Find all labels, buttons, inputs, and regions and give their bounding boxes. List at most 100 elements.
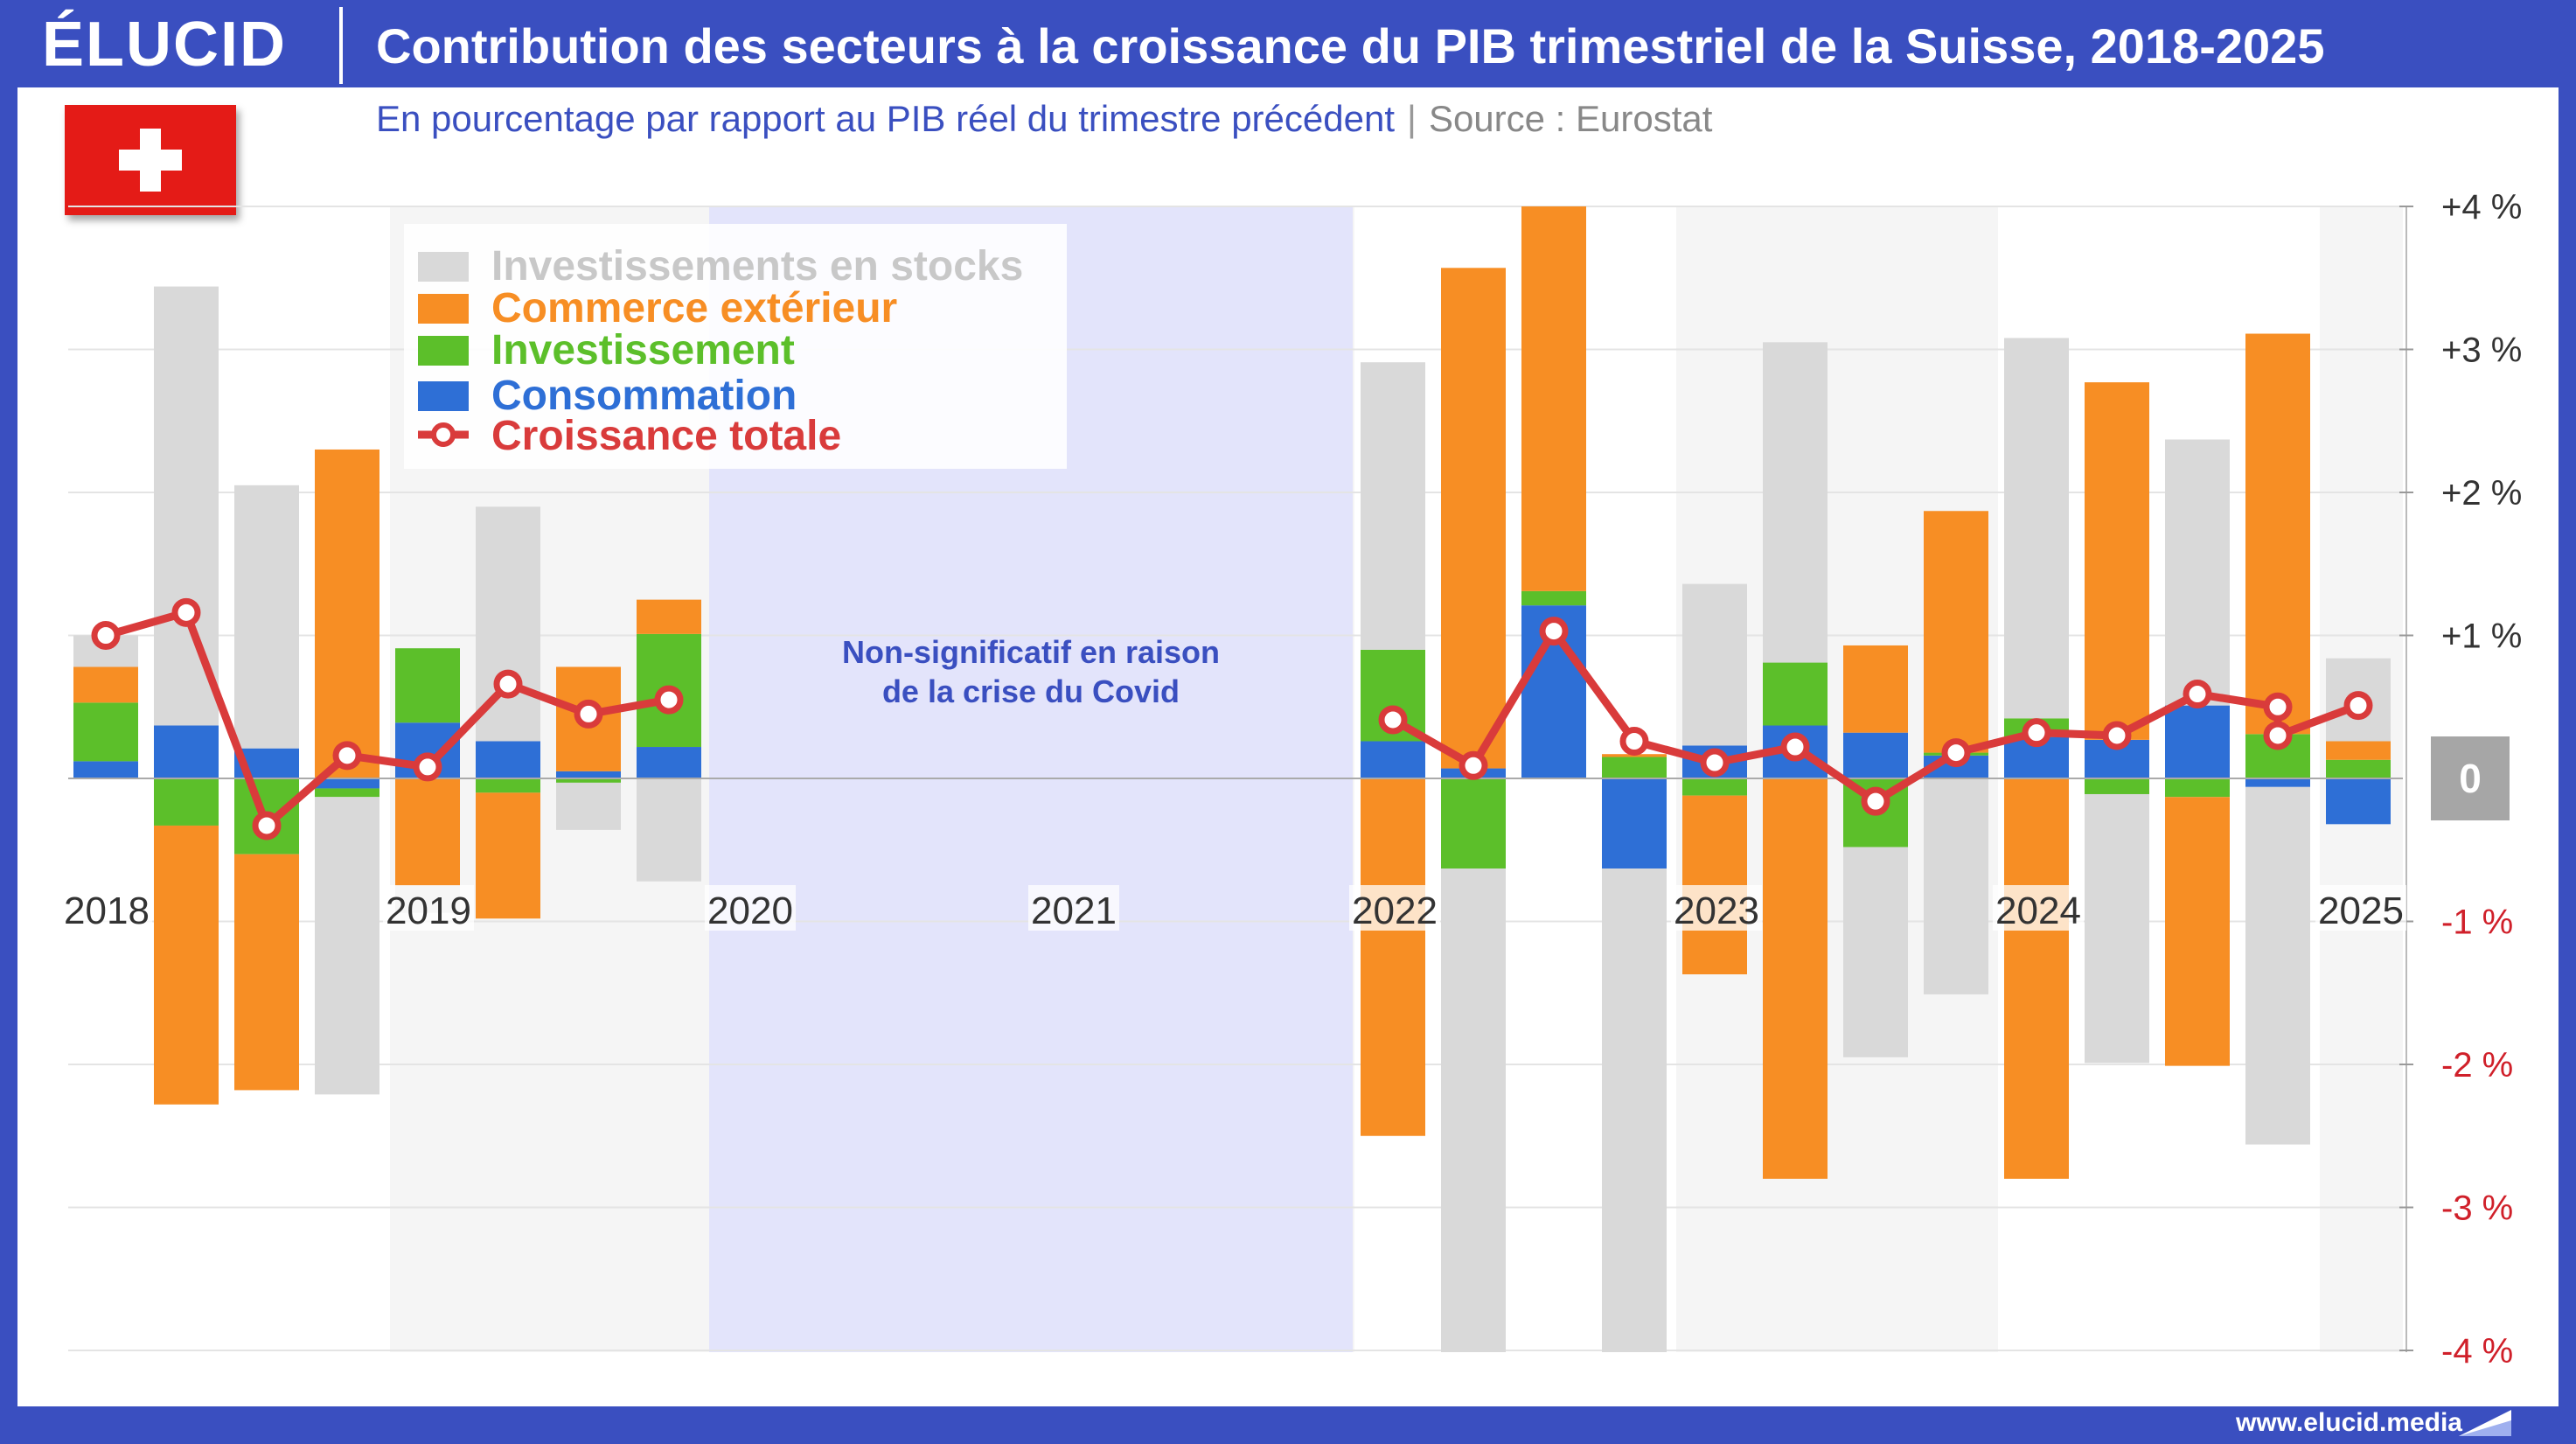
bar-segment: [476, 778, 540, 793]
bar-segment: [1441, 868, 1506, 1352]
bar-segment: [315, 778, 379, 789]
total-growth-point: [1941, 738, 1971, 768]
year-label-bg: [383, 885, 474, 931]
y-tick-label: +1 %: [2441, 617, 2522, 656]
year-label: 2021: [1031, 889, 1117, 932]
total-growth-point: [2183, 680, 2212, 709]
total-growth-point: [413, 752, 442, 782]
bar-segment: [1361, 362, 1425, 650]
bar-segment: [2085, 382, 2149, 740]
legend-swatch: [418, 294, 469, 324]
y-tick-label: +4 %: [2441, 188, 2522, 227]
bar-segment: [2326, 759, 2391, 778]
bar-segment: [2326, 741, 2391, 760]
bar-segment: [556, 778, 621, 783]
y-tick-label: +3 %: [2441, 331, 2522, 370]
total-growth-point: [1539, 617, 1569, 646]
bar-segment: [315, 449, 379, 778]
total-growth-point: [2263, 721, 2293, 750]
flag-cross-v: [140, 129, 161, 192]
total-growth-point: [1619, 726, 1649, 756]
legend-swatch: [418, 336, 469, 366]
chart-title: Contribution des secteurs à la croissanc…: [376, 18, 2325, 73]
bar-segment: [1924, 511, 1988, 753]
bar-segment: [1843, 645, 1908, 733]
bar-segment: [476, 741, 540, 778]
bar-segment: [395, 778, 460, 886]
total-growth-point: [1378, 705, 1408, 735]
bar-segment: [154, 286, 219, 726]
bar-segment: [1441, 268, 1506, 769]
bar-segment: [234, 485, 299, 749]
bar-segment: [1602, 868, 1667, 1352]
covid-note: de la crise du Covid: [882, 673, 1180, 709]
bar-segment: [1763, 778, 1828, 1179]
bar-segment: [1361, 741, 1425, 778]
legend-line-marker: [431, 422, 456, 447]
total-growth-point: [1700, 748, 1730, 778]
bar-segment: [1682, 583, 1747, 746]
bar-segment: [154, 725, 219, 778]
total-growth-point: [574, 699, 603, 729]
year-label-bg: [2315, 885, 2406, 931]
bar-segment: [2004, 778, 2069, 1179]
y-tick-label: 0: [2459, 756, 2482, 801]
legend-label: Investissement: [491, 327, 795, 373]
legend-label: Investissements en stocks: [491, 243, 1023, 289]
bar-segment: [315, 797, 379, 1095]
bar-segment: [154, 825, 219, 1105]
total-growth-point: [2343, 691, 2373, 721]
year-label: 2025: [2318, 889, 2404, 932]
year-label: 2024: [1995, 889, 2081, 932]
bar-segment: [154, 778, 219, 826]
subtitle-separator: |: [1407, 98, 1417, 139]
year-label-bg: [61, 885, 152, 931]
bar-segment: [637, 599, 701, 634]
bar-segment: [2165, 797, 2230, 1066]
covid-note: Non-significatif en raison: [842, 634, 1220, 670]
bar-segment: [2165, 705, 2230, 778]
total-growth-point: [171, 597, 201, 627]
header-bar: [0, 0, 2576, 87]
total-growth-point: [332, 741, 362, 771]
year-label: 2022: [1352, 889, 1438, 932]
legend-label: Commerce extérieur: [491, 285, 897, 331]
bar-segment: [556, 782, 621, 830]
year-label: 2023: [1674, 889, 1759, 932]
total-growth-point: [2102, 721, 2132, 750]
bar-segment: [2245, 786, 2310, 1145]
bar-segment: [637, 747, 701, 778]
year-label-bg: [705, 885, 796, 931]
chart-subtitle: En pourcentage par rapport au PIB réel d…: [376, 98, 1712, 140]
total-growth-point: [1459, 750, 1488, 780]
y-tick-label: +2 %: [2441, 474, 2522, 513]
bar-segment: [637, 778, 701, 882]
bar-segment: [2004, 338, 2069, 719]
legend-swatch: [418, 252, 469, 282]
footer-bar: www.elucid.media: [0, 1406, 2576, 1444]
bar-segment: [1843, 732, 1908, 778]
total-growth-point: [2263, 692, 2293, 722]
total-growth-point: [91, 621, 121, 650]
bar-segment: [2165, 778, 2230, 798]
zero-tick-badge: [2431, 736, 2510, 820]
bar-segment: [1602, 757, 1667, 778]
footer-url[interactable]: www.elucid.media: [2236, 1408, 2462, 1437]
year-label-bg: [1349, 885, 1440, 931]
elucid-logo[interactable]: ÉLUCID: [42, 10, 287, 80]
total-growth-point: [493, 669, 523, 699]
total-growth-point: [1861, 786, 1890, 816]
legend-box: [404, 224, 1067, 469]
bar-segment: [2326, 778, 2391, 825]
bar-segment: [73, 761, 138, 778]
total-growth-point: [654, 685, 684, 715]
bar-segment: [1924, 778, 1988, 994]
y-tick-label: -4 %: [2441, 1332, 2513, 1371]
bar-segment: [556, 771, 621, 778]
bar-segment: [2245, 778, 2310, 787]
bar-segment: [1843, 847, 1908, 1057]
total-growth-point: [252, 811, 282, 841]
y-tick-label: -1 %: [2441, 903, 2513, 942]
